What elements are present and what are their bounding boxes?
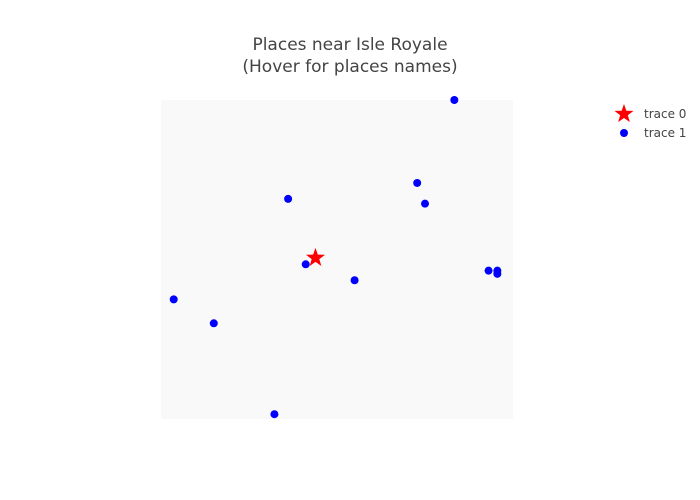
- legend: trace 0 trace 1: [614, 104, 686, 140]
- circle-point[interactable]: [350, 276, 359, 285]
- legend-label: trace 0: [644, 107, 686, 121]
- circle-point[interactable]: [493, 269, 502, 278]
- legend-label: trace 1: [644, 126, 686, 140]
- star-point[interactable]: [305, 247, 325, 266]
- chart-title-line-2: (Hover for places names): [242, 57, 457, 77]
- legend-star-icon: [614, 104, 634, 123]
- legend-circle-icon: [620, 129, 628, 137]
- circle-point[interactable]: [301, 260, 310, 269]
- circle-point[interactable]: [284, 194, 293, 203]
- circle-point[interactable]: [270, 410, 279, 419]
- legend-item[interactable]: trace 1: [620, 126, 686, 140]
- circle-point[interactable]: [421, 199, 429, 208]
- circle-point[interactable]: [413, 178, 422, 187]
- plot-area: [161, 100, 513, 419]
- data-points: [169, 96, 502, 419]
- chart-title-line-1: Places near Isle Royale: [252, 35, 447, 55]
- legend-item[interactable]: trace 0: [614, 104, 686, 123]
- circle-point[interactable]: [169, 295, 178, 304]
- circle-point[interactable]: [209, 319, 218, 328]
- circle-point[interactable]: [484, 266, 493, 275]
- circle-point[interactable]: [450, 96, 459, 104]
